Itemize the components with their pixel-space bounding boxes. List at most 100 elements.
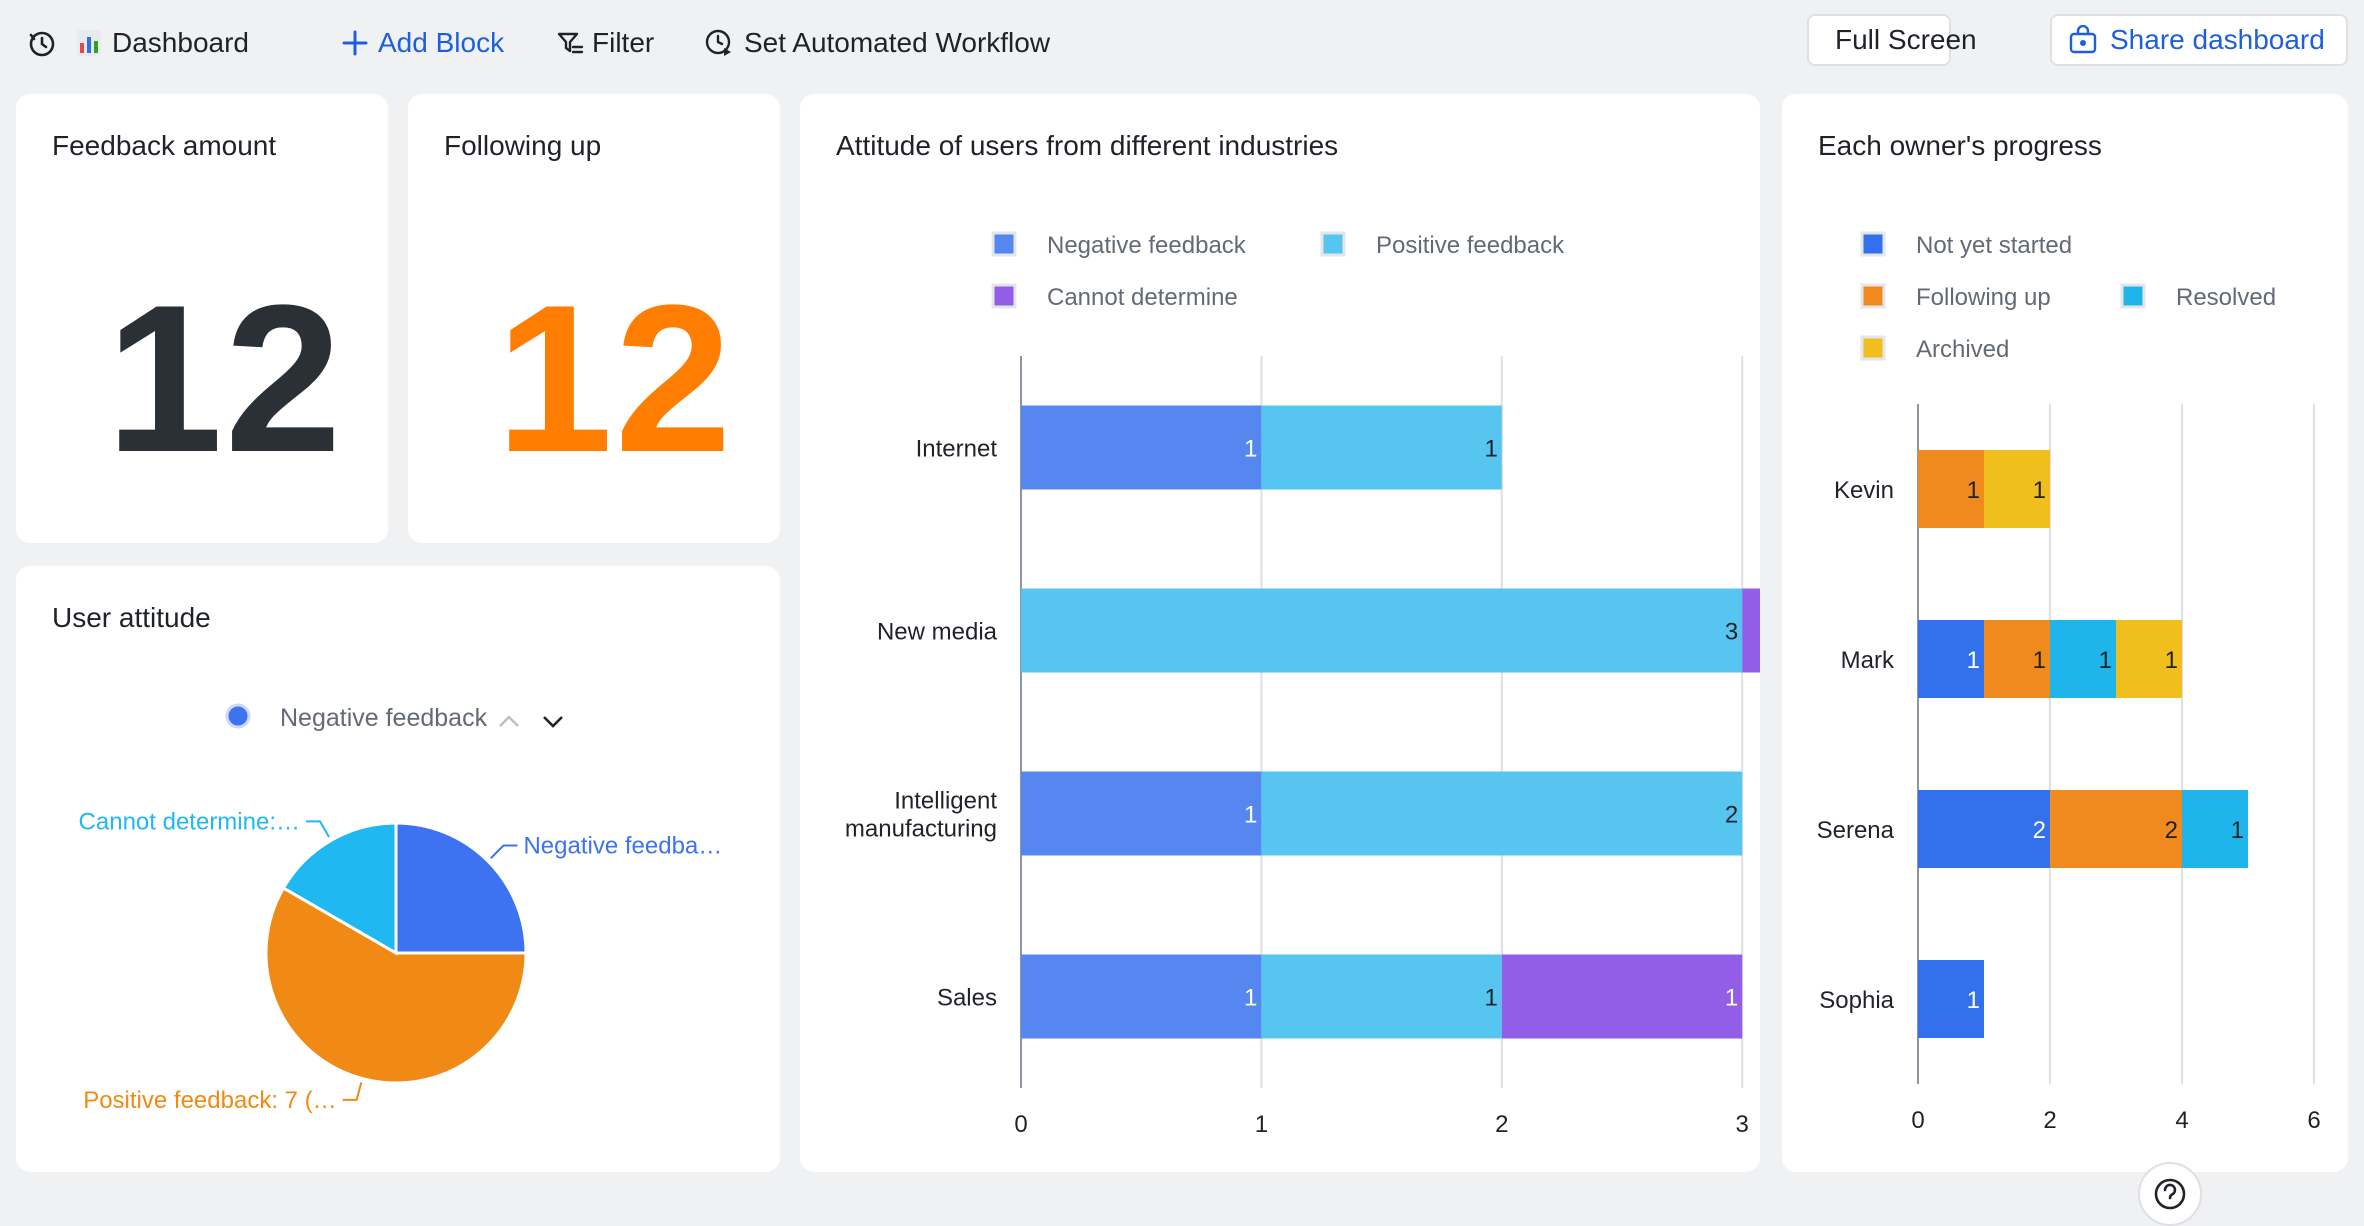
pie-label-leader: [490, 844, 518, 859]
legend-marker: [1320, 231, 1346, 257]
legend-marker: [991, 283, 1017, 309]
bar-value-label: 1: [2033, 477, 2046, 504]
pie-slice: [281, 821, 398, 956]
bar-segment: [1261, 771, 1743, 856]
bar-value-label: 1: [1725, 985, 1738, 1012]
bar-segment: [1984, 620, 2050, 698]
bar-value-label: 1: [1484, 436, 1497, 463]
plus-icon: [342, 30, 368, 56]
chevron-down-icon: [543, 716, 563, 728]
bar-value-label: 1: [2231, 817, 2244, 844]
user-attitude-pie-chart: Negative feedback Negative feedba… Positiv…: [79, 703, 722, 1114]
owners-bar-chart: Not yet started Following up Resolved Archi…: [1817, 231, 2321, 1134]
pie-label-leader: [342, 1082, 363, 1101]
share-dashboard-button[interactable]: Share dashboard: [2050, 14, 2348, 66]
pie-label: Negative feedba…: [523, 833, 722, 860]
following-up-card[interactable]: Following up 12: [408, 94, 780, 543]
x-tick-label: 6: [2307, 1107, 2320, 1134]
bar-value-label: 1: [2099, 647, 2112, 674]
legend-label: Cannot determine: [1047, 284, 1238, 311]
x-tick-label: 2: [2043, 1107, 2056, 1134]
bar-value-label: 2: [2033, 817, 2046, 844]
y-category-label: Kevin: [1834, 477, 1894, 504]
pie-slice: [264, 885, 528, 1085]
bar-value-label: 1: [1967, 477, 1980, 504]
bar-segment: [2050, 790, 2182, 868]
user-attitude-card[interactable]: User attitude Negative feedback Negative …: [16, 566, 780, 1172]
bar-segment: [2116, 620, 2182, 698]
industries-card[interactable]: Attitude of users from different industr…: [800, 94, 1760, 1172]
legend-marker: [1860, 283, 1886, 309]
chevron-up-icon: [499, 715, 519, 727]
card-title: Each owner's progress: [1818, 130, 2102, 161]
y-category-label: manufacturing: [845, 816, 997, 843]
share-icon: [2069, 25, 2097, 54]
bar-segment: [2050, 620, 2116, 698]
legend-marker: [1860, 231, 1886, 257]
workflow-clock-icon: [705, 29, 731, 56]
dashboard-title[interactable]: Dashboard: [76, 18, 249, 68]
bar-segment: [1021, 405, 1262, 490]
x-tick-label: 4: [2175, 1107, 2188, 1134]
owners-card[interactable]: Each owner's progress Not yet started Fol…: [1782, 94, 2348, 1172]
bar-value-label: 2: [1725, 802, 1738, 829]
top-toolbar: Dashboard Add Block Filter Set Automated…: [0, 0, 2364, 86]
x-tick-label: 1: [1255, 1111, 1268, 1138]
bar-segment: [1918, 960, 1984, 1038]
legend-label: Negative feedback: [1047, 232, 1247, 259]
legend-label: Negative feedback: [280, 704, 488, 732]
x-tick-label: 3: [1736, 1111, 1749, 1138]
bar-segment: [1918, 450, 1984, 528]
x-tick-label: 2: [1495, 1111, 1508, 1138]
industries-bar-chart: Negative feedback Positive feedback Cannot…: [845, 231, 1760, 1138]
legend-label: Resolved: [2176, 284, 2276, 311]
bar-segment: [1021, 954, 1262, 1039]
automated-workflow-button[interactable]: Set Automated Workflow: [704, 18, 1050, 68]
legend-marker: [2120, 283, 2146, 309]
bar-value-label: 1: [1244, 802, 1257, 829]
bar-segment: [1918, 620, 1984, 698]
y-category-label: Sales: [937, 985, 997, 1012]
legend-label: Not yet started: [1916, 232, 2072, 259]
legend-marker: [225, 703, 251, 729]
following-up-value: 12: [496, 261, 734, 496]
bar-segment: [1984, 450, 2050, 528]
pie-slice: [394, 821, 528, 955]
bar-segment: [1261, 405, 1502, 490]
y-category-label: New media: [877, 619, 998, 646]
y-category-label: Serena: [1817, 817, 1895, 844]
bar-segment: [1742, 588, 1760, 673]
pie-label: Positive feedback: 7 (…: [83, 1087, 336, 1114]
legend-label: Positive feedback: [1376, 232, 1565, 259]
y-category-label: Intelligent: [894, 788, 997, 815]
y-category-label: Mark: [1841, 647, 1895, 674]
pie-label-leader: [306, 820, 330, 838]
pie-label: Cannot determine:…: [79, 808, 300, 835]
card-title: User attitude: [52, 602, 211, 633]
bar-segment: [1261, 954, 1502, 1039]
card-title: Feedback amount: [52, 130, 277, 161]
legend-label: Following up: [1916, 284, 2051, 311]
y-category-label: Sophia: [1819, 987, 1894, 1014]
x-tick-label: 0: [1911, 1107, 1924, 1134]
filter-button[interactable]: Filter: [556, 18, 654, 68]
legend-marker: [1860, 335, 1886, 361]
add-block-button[interactable]: Add Block: [342, 18, 504, 68]
bar-value-label: 1: [2165, 647, 2178, 674]
filter-icon: [557, 32, 584, 54]
legend-marker: [991, 231, 1017, 257]
bar-segment: [1021, 771, 1262, 856]
bar-value-label: 2: [2165, 817, 2178, 844]
question-icon: [2154, 1178, 2186, 1210]
full-screen-button[interactable]: Full Screen: [1807, 14, 1977, 66]
help-button[interactable]: [2138, 1162, 2202, 1226]
card-title: Attitude of users from different industr…: [836, 130, 1339, 161]
bar-value-label: 3: [1725, 619, 1738, 646]
card-title: Following up: [444, 130, 602, 161]
bar-value-label: 1: [2033, 647, 2046, 674]
feedback-amount-card[interactable]: Feedback amount 12: [16, 94, 388, 543]
chart-emoji-icon: [77, 30, 101, 56]
dashboard-label: Dashboard: [112, 27, 249, 58]
legend-label: Archived: [1916, 336, 2009, 363]
history-icon[interactable]: [26, 18, 58, 68]
